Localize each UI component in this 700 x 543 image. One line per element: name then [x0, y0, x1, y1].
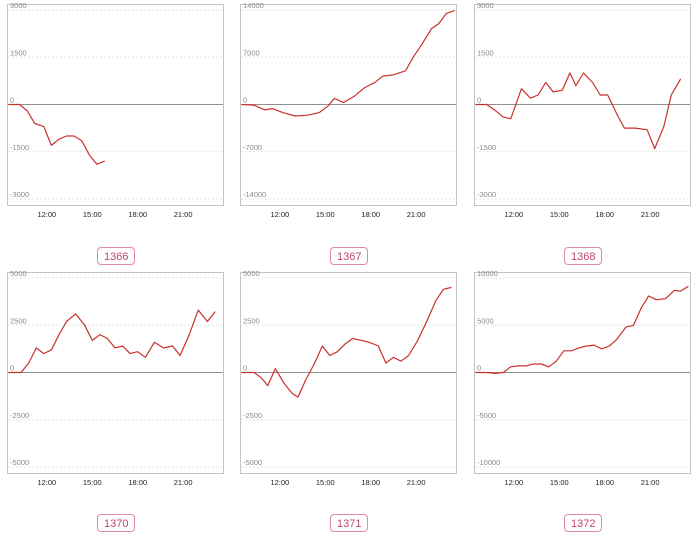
chart-svg-1370: 5000 2500 0 -2500 -5000 12:00 15:00 18:00 21:00 — [7, 269, 224, 487]
chart-panel-1370: 5000 2500 0 -2500 -5000 12:00 15:00 18:00 21:00 1… — [7, 269, 227, 543]
x-tick-label: 15:00 — [316, 210, 335, 219]
chart-panel-1372: 10000 5000 0 -5000 -10000 12:00 15:00 18:00 21:0… — [474, 269, 694, 543]
chart-panel-1371: 5000 2500 0 -2500 -5000 12:00 15:00 18:00 21:00 1… — [240, 269, 460, 543]
y-tick-label: 0 — [243, 364, 247, 373]
x-tick-label: 18:00 — [128, 478, 147, 487]
series-line — [475, 285, 689, 375]
y-tick-label: -5000 — [243, 458, 262, 467]
chart-label-badge: 1371 — [330, 514, 369, 532]
y-tick-label: -5000 — [10, 458, 29, 467]
x-tick-label: 15:00 — [550, 210, 569, 219]
y-tick-label: -7000 — [243, 143, 262, 152]
chart-panel-1368: 3000 1500 0 -1500 -3000 12:00 15:00 18:00 21:00 1… — [474, 1, 694, 275]
y-tick-label: 0 — [243, 96, 247, 105]
y-tick-label: -5000 — [477, 411, 496, 420]
x-tick-label: 18:00 — [595, 210, 614, 219]
x-tick-label: 12:00 — [37, 478, 56, 487]
y-tick-label: 0 — [10, 364, 14, 373]
y-tick-label: -3000 — [477, 190, 496, 199]
y-tick-label: -10000 — [477, 458, 500, 467]
y-tick-label: 2500 — [10, 316, 27, 325]
series-line — [475, 72, 681, 150]
chart-panel-1367: 14000 7000 0 -7000 -14000 12:00 15:00 18:00 21:0… — [240, 1, 460, 275]
chart-label-badge: 1370 — [97, 514, 136, 532]
chart-svg-1372: 10000 5000 0 -5000 -10000 12:00 15:00 18:00 21:0… — [474, 269, 691, 487]
x-tick-label: 21:00 — [174, 210, 193, 219]
chart-svg-1367: 14000 7000 0 -7000 -14000 12:00 15:00 18:00 21:0… — [240, 1, 457, 219]
x-tick-label: 12:00 — [504, 478, 523, 487]
x-tick-label: 15:00 — [316, 478, 335, 487]
y-tick-label: 5000 — [10, 269, 27, 278]
series-line — [241, 286, 452, 398]
chart-svg-1368: 3000 1500 0 -1500 -3000 12:00 15:00 18:00 21:00 — [474, 1, 691, 219]
y-tick-label: -2500 — [243, 411, 262, 420]
x-tick-label: 12:00 — [504, 210, 523, 219]
y-tick-label: 1500 — [10, 48, 27, 57]
series-line — [241, 10, 455, 117]
x-tick-label: 15:00 — [83, 210, 102, 219]
y-tick-label: 0 — [477, 364, 481, 373]
y-tick-label: 0 — [10, 96, 14, 105]
x-tick-label: 12:00 — [37, 210, 56, 219]
chart-label-badge: 1368 — [564, 247, 603, 265]
chart-label-badge: 1372 — [564, 514, 603, 532]
y-tick-label: 1500 — [477, 48, 494, 57]
x-tick-label: 12:00 — [270, 210, 289, 219]
series-line — [8, 103, 106, 165]
y-tick-label: 10000 — [477, 269, 498, 278]
y-tick-label: -2500 — [10, 411, 29, 420]
chart-panel-1366: 3000 1500 0 -1500 -3000 12:00 15:00 18:00 21:00 1… — [7, 1, 227, 275]
x-tick-label: 18:00 — [128, 210, 147, 219]
y-tick-label: 2500 — [243, 316, 260, 325]
x-tick-label: 18:00 — [361, 210, 380, 219]
x-tick-label: 12:00 — [270, 478, 289, 487]
y-tick-label: -1500 — [10, 143, 29, 152]
y-tick-label: 3000 — [477, 1, 494, 10]
y-tick-label: 7000 — [243, 48, 260, 57]
x-tick-label: 21:00 — [641, 210, 660, 219]
series-line — [8, 309, 216, 374]
y-tick-label: -3000 — [10, 190, 29, 199]
y-tick-label: 3000 — [10, 1, 27, 10]
x-tick-label: 18:00 — [361, 478, 380, 487]
y-tick-label: -1500 — [477, 143, 496, 152]
y-tick-label: 0 — [477, 96, 481, 105]
chart-label-badge: 1367 — [330, 247, 369, 265]
chart-svg-1366: 3000 1500 0 -1500 -3000 12:00 15:00 18:00 21:00 — [7, 1, 224, 219]
y-tick-label: 5000 — [477, 316, 494, 325]
x-tick-label: 15:00 — [83, 478, 102, 487]
x-tick-label: 21:00 — [174, 478, 193, 487]
x-tick-label: 15:00 — [550, 478, 569, 487]
x-tick-label: 21:00 — [407, 478, 426, 487]
chart-label-badge: 1366 — [97, 247, 136, 265]
y-tick-label: 14000 — [243, 1, 264, 10]
chart-svg-1371: 5000 2500 0 -2500 -5000 12:00 15:00 18:00 21:00 — [240, 269, 457, 487]
x-tick-label: 18:00 — [595, 478, 614, 487]
y-tick-label: -14000 — [243, 190, 266, 199]
y-tick-label: 5000 — [243, 269, 260, 278]
x-tick-label: 21:00 — [641, 478, 660, 487]
x-tick-label: 21:00 — [407, 210, 426, 219]
